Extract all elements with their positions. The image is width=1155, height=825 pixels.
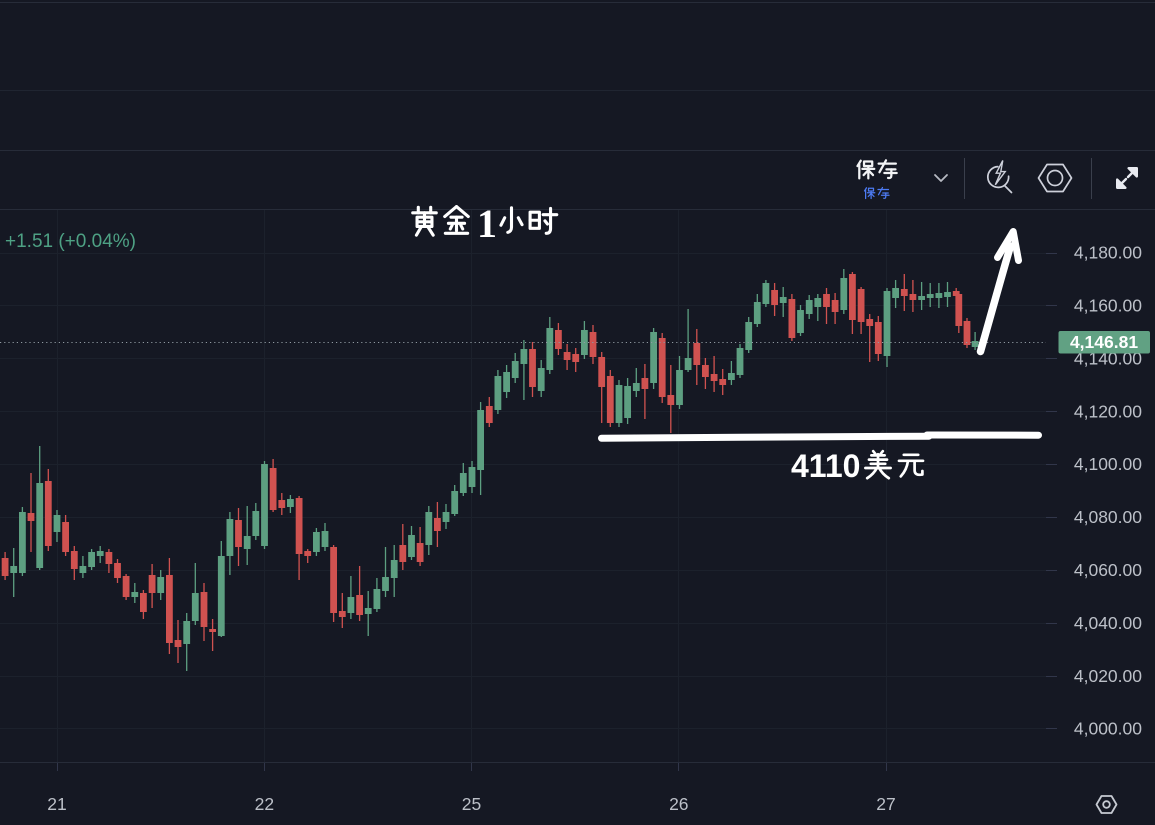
svg-text:4,100.00: 4,100.00	[1074, 454, 1142, 474]
svg-text:25: 25	[462, 794, 481, 814]
svg-text:27: 27	[876, 794, 895, 814]
svg-text:4,160.00: 4,160.00	[1074, 296, 1142, 316]
svg-text:+1.51 (+0.04%): +1.51 (+0.04%)	[5, 231, 136, 252]
svg-text:4110: 4110	[791, 448, 860, 484]
svg-text:4,020.00: 4,020.00	[1074, 666, 1142, 686]
svg-text:4,060.00: 4,060.00	[1074, 560, 1142, 580]
svg-text:4,120.00: 4,120.00	[1074, 401, 1142, 421]
svg-text:22: 22	[255, 794, 274, 814]
svg-text:21: 21	[47, 794, 66, 814]
svg-text:4,040.00: 4,040.00	[1074, 613, 1142, 633]
svg-text:4,180.00: 4,180.00	[1074, 243, 1142, 263]
svg-text:4,080.00: 4,080.00	[1074, 507, 1142, 527]
svg-text:1: 1	[477, 201, 497, 246]
svg-text:4,000.00: 4,000.00	[1074, 719, 1142, 739]
svg-text:4,146.81: 4,146.81	[1070, 332, 1138, 352]
svg-text:26: 26	[669, 794, 688, 814]
